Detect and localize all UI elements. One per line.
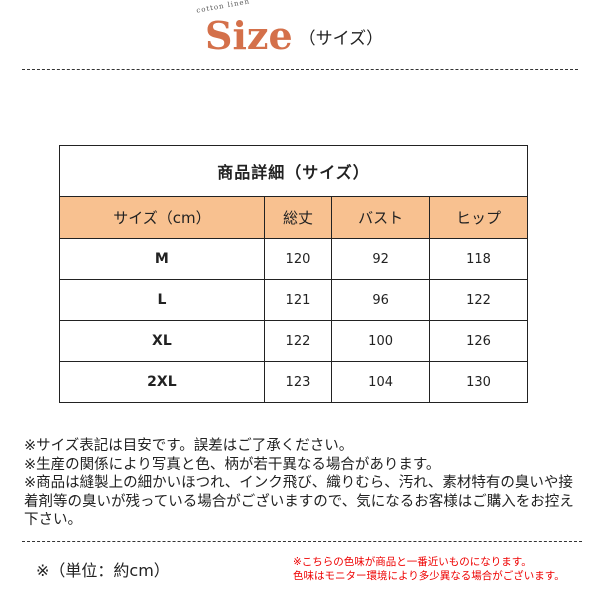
column-header: 総丈 [263,196,333,239]
notes: ※サイズ表記は目安です。誤差はご了承ください。 ※生産の関係により写真と色、柄が… [24,437,584,530]
cell: 122 [263,320,333,362]
table-header-row: サイズ（cm） 総丈 バスト ヒップ [59,196,528,239]
color-note: 色味はモニター環境により多少異なる場合がございます。 [293,570,565,582]
column-header: バスト [331,196,431,239]
cell: 92 [331,238,431,280]
size-cell: L [59,279,265,321]
unit-note: ※（単位：約cm） [36,561,170,580]
size-cell: 2XL [59,361,265,403]
table-row: M 120 92 118 [59,238,528,280]
color-note: ※こちらの色味が商品と一番近いものになります。 [293,556,532,568]
note: ※サイズ表記は目安です。誤差はご了承ください。 [24,438,354,454]
table-title: 商品詳細（サイズ） [59,145,528,197]
cell: 104 [331,361,431,403]
cell: 118 [429,238,528,280]
cell: 122 [429,279,528,321]
cell: 100 [331,320,431,362]
cell: 96 [331,279,431,321]
cell: 121 [263,279,333,321]
cell: 120 [263,238,333,280]
size-cell: XL [59,320,265,362]
table-row: 2XL 123 104 130 [59,361,528,403]
page-header: Size （サイズ） [205,16,383,56]
size-table: 商品詳細（サイズ） サイズ（cm） 総丈 バスト ヒップ M 120 92 118 L… [59,145,528,403]
color-notes: ※こちらの色味が商品と一番近いものになります。 色味はモニター環境により多少異な… [293,555,565,583]
divider [22,69,578,70]
column-header: ヒップ [429,196,528,239]
table-row: L 121 96 122 [59,279,528,321]
table-row: XL 122 100 126 [59,320,528,362]
cell: 123 [263,361,333,403]
note: ※生産の関係により写真と色、柄が若干異なる場合があります。 [24,456,441,473]
size-subtitle: （サイズ） [298,29,384,49]
note: ※商品は縫製上の細かいほつれ、インク飛び、織りむら、汚れ、素材特有の臭いや接着剤… [24,475,574,528]
divider [22,541,582,542]
column-header: サイズ（cm） [59,196,265,239]
cell: 126 [429,320,528,362]
size-cell: M [59,238,265,280]
size-logo: Size [205,13,293,58]
cell: 130 [429,361,528,403]
